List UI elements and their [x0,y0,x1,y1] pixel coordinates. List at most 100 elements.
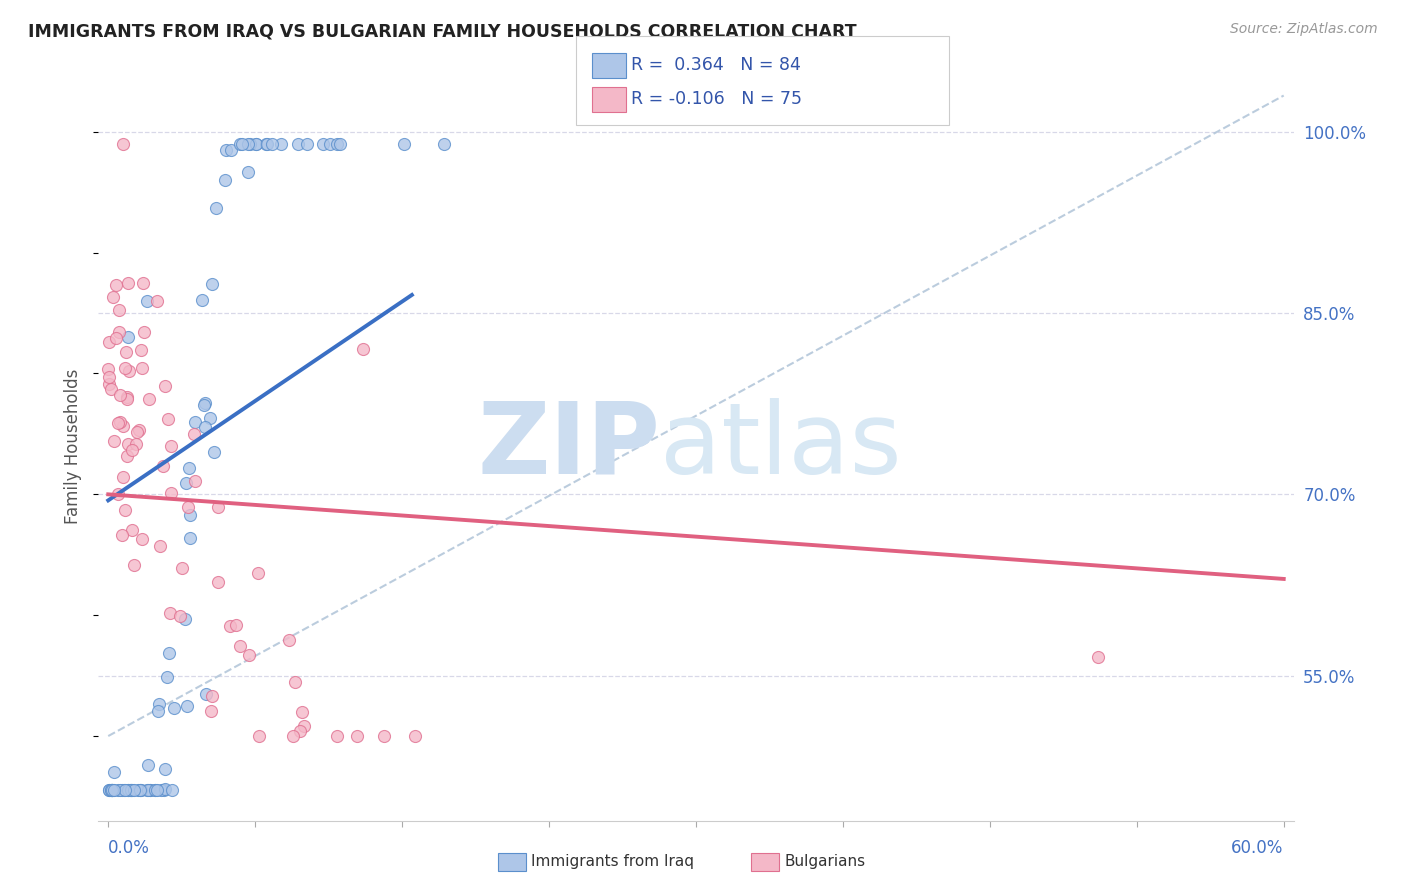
Point [114,502,136,516]
Point [157,646,180,660]
Point [149,783,172,797]
Point [201,690,224,704]
Point [121,443,143,458]
Point [122,783,145,797]
Point [214,173,236,187]
Point [100,783,122,797]
Point [183,427,205,442]
Point [115,449,138,463]
Point [373,729,395,743]
Point [318,136,340,151]
Point [256,136,278,151]
Point [238,648,260,662]
Text: 60.0%: 60.0% [1232,838,1284,857]
Point [103,434,125,448]
Point [291,705,314,719]
Point [120,783,142,797]
Point [117,392,139,406]
Point [229,136,252,151]
Point [100,382,122,396]
Point [124,437,146,451]
Point [112,783,135,797]
Point [433,136,456,151]
Point [107,783,129,797]
Point [128,423,150,437]
Point [146,293,169,308]
Point [121,523,143,537]
Point [202,444,225,458]
Point [194,396,217,410]
Point [105,277,128,292]
Point [138,392,160,407]
Point [114,360,136,375]
Point [107,325,129,339]
Text: R = -0.106   N = 75: R = -0.106 N = 75 [631,90,803,108]
Point [247,729,270,743]
Point [121,783,143,797]
Point [103,783,125,797]
Point [352,343,374,357]
Point [156,411,179,425]
Point [111,136,134,151]
Point [107,417,129,431]
Point [107,302,129,317]
Point [108,415,131,429]
Point [231,136,253,151]
Point [177,461,200,475]
Point [98,335,121,350]
Point [160,783,183,797]
Point [120,783,142,797]
Point [100,783,122,797]
Text: Immigrants from Iraq: Immigrants from Iraq [531,855,695,869]
Point [200,705,222,719]
Point [214,143,236,157]
Point [101,289,124,303]
Point [112,470,135,484]
Point [148,697,170,711]
Point [149,539,172,553]
Point [176,698,198,713]
Text: atlas: atlas [661,398,901,494]
Point [117,276,139,290]
Point [122,558,145,572]
Point [179,508,201,522]
Point [129,783,152,797]
Point [295,136,318,151]
Point [129,343,152,358]
Point [120,783,142,797]
Point [245,136,267,151]
Point [179,531,201,545]
Point [207,574,229,589]
Point [153,781,176,796]
Point [136,758,159,772]
Y-axis label: Family Households: Family Households [65,368,83,524]
Point [198,411,221,425]
Point [172,561,194,575]
Point [143,783,166,797]
Point [190,293,212,307]
Point [183,474,205,488]
Point [131,360,153,375]
Point [131,783,153,797]
Point [246,566,269,581]
Point [155,379,177,393]
Point [225,618,247,632]
Point [117,783,139,797]
Point [290,723,312,738]
Point [139,783,162,797]
Point [163,701,186,715]
Point [131,532,153,546]
Point [146,783,169,797]
Point [129,783,152,797]
Point [152,783,174,797]
Point [328,136,350,151]
Point [117,437,139,451]
Point [97,362,120,376]
Point [115,345,138,359]
Point [97,377,120,392]
Point [100,783,122,797]
Point [219,619,242,633]
Point [346,729,368,743]
Point [101,783,124,797]
Point [111,527,134,541]
